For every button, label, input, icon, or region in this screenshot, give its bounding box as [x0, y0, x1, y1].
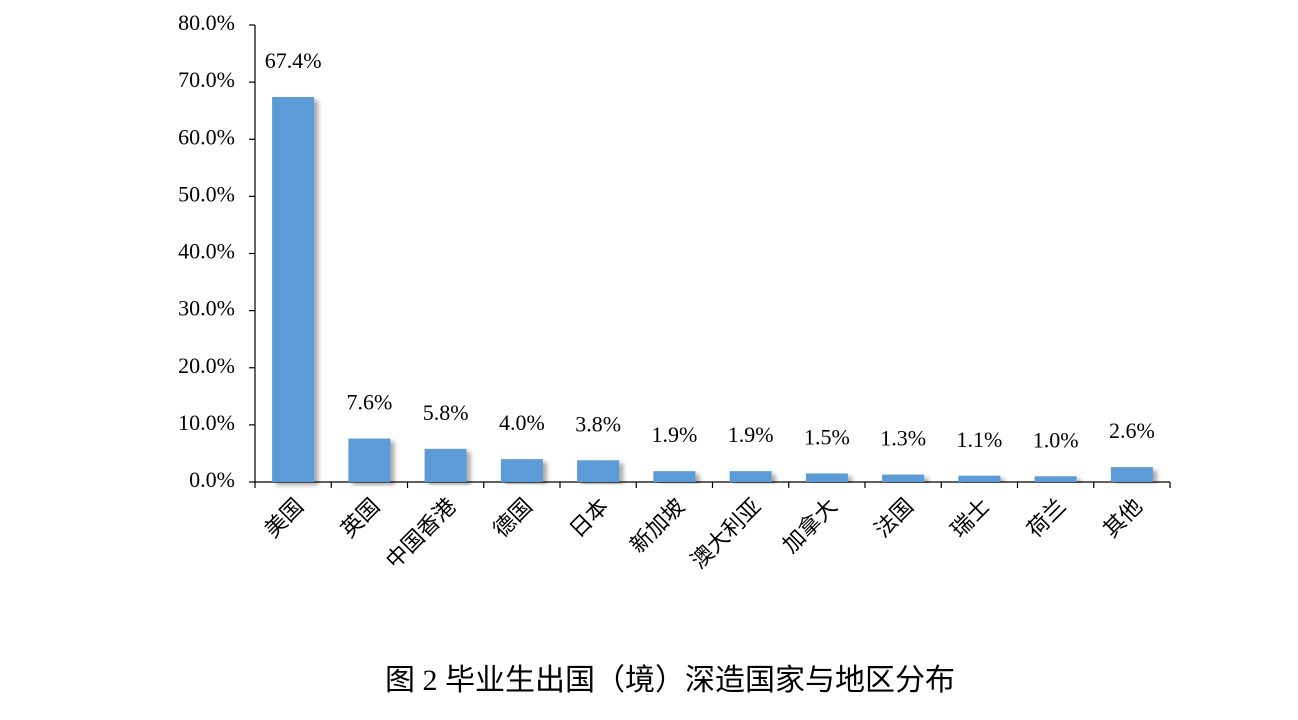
- data-label: 67.4%: [265, 48, 322, 73]
- x-tick-label: 其他: [1098, 493, 1147, 542]
- x-tick-label: 新加坡: [625, 493, 689, 557]
- x-tick-label: 法国: [869, 493, 918, 542]
- x-tick-label: 荷兰: [1022, 493, 1071, 542]
- x-tick-label: 英国: [336, 493, 385, 542]
- x-tick-label: 中国香港: [381, 493, 461, 573]
- bar: [500, 459, 543, 482]
- x-tick-label: 加拿大: [778, 493, 842, 557]
- y-tick-label: 40.0%: [178, 239, 235, 264]
- bar: [882, 474, 925, 482]
- x-tick-label: 澳大利亚: [686, 493, 766, 573]
- y-tick-label: 60.0%: [178, 124, 235, 149]
- bar: [424, 448, 467, 482]
- chart-title: 图 2 毕业生出国（境）深造国家与地区分布: [385, 664, 955, 697]
- data-label: 5.8%: [423, 400, 469, 425]
- bar: [729, 471, 772, 482]
- x-tick-label: 日本: [564, 493, 613, 542]
- bar: [958, 475, 1001, 482]
- data-label: 1.3%: [880, 426, 926, 451]
- bar: [348, 438, 391, 482]
- bar: [805, 473, 848, 482]
- data-label: 7.6%: [346, 390, 392, 415]
- y-tick-label: 50.0%: [178, 181, 235, 206]
- data-label: 1.5%: [804, 424, 850, 449]
- y-tick-label: 30.0%: [178, 296, 235, 321]
- data-label: 2.6%: [1109, 418, 1155, 443]
- data-label: 3.8%: [575, 411, 621, 436]
- data-label: 1.0%: [1033, 427, 1079, 452]
- data-label: 4.0%: [499, 410, 545, 435]
- data-label: 1.9%: [651, 422, 697, 447]
- y-tick-label: 80.0%: [178, 10, 235, 35]
- bar: [272, 96, 315, 482]
- bar: [1034, 476, 1077, 482]
- bar: [577, 460, 620, 482]
- x-tick-label: 德国: [488, 493, 537, 542]
- y-tick-label: 0.0%: [189, 467, 235, 492]
- bar: [1110, 467, 1153, 482]
- data-label: 1.9%: [728, 422, 774, 447]
- y-tick-label: 10.0%: [178, 410, 235, 435]
- x-tick-label: 瑞士: [946, 493, 995, 542]
- bar: [653, 471, 696, 482]
- y-tick-label: 70.0%: [178, 67, 235, 92]
- x-tick-label: 美国: [259, 493, 308, 542]
- y-tick-label: 20.0%: [178, 353, 235, 378]
- data-label: 1.1%: [956, 427, 1002, 452]
